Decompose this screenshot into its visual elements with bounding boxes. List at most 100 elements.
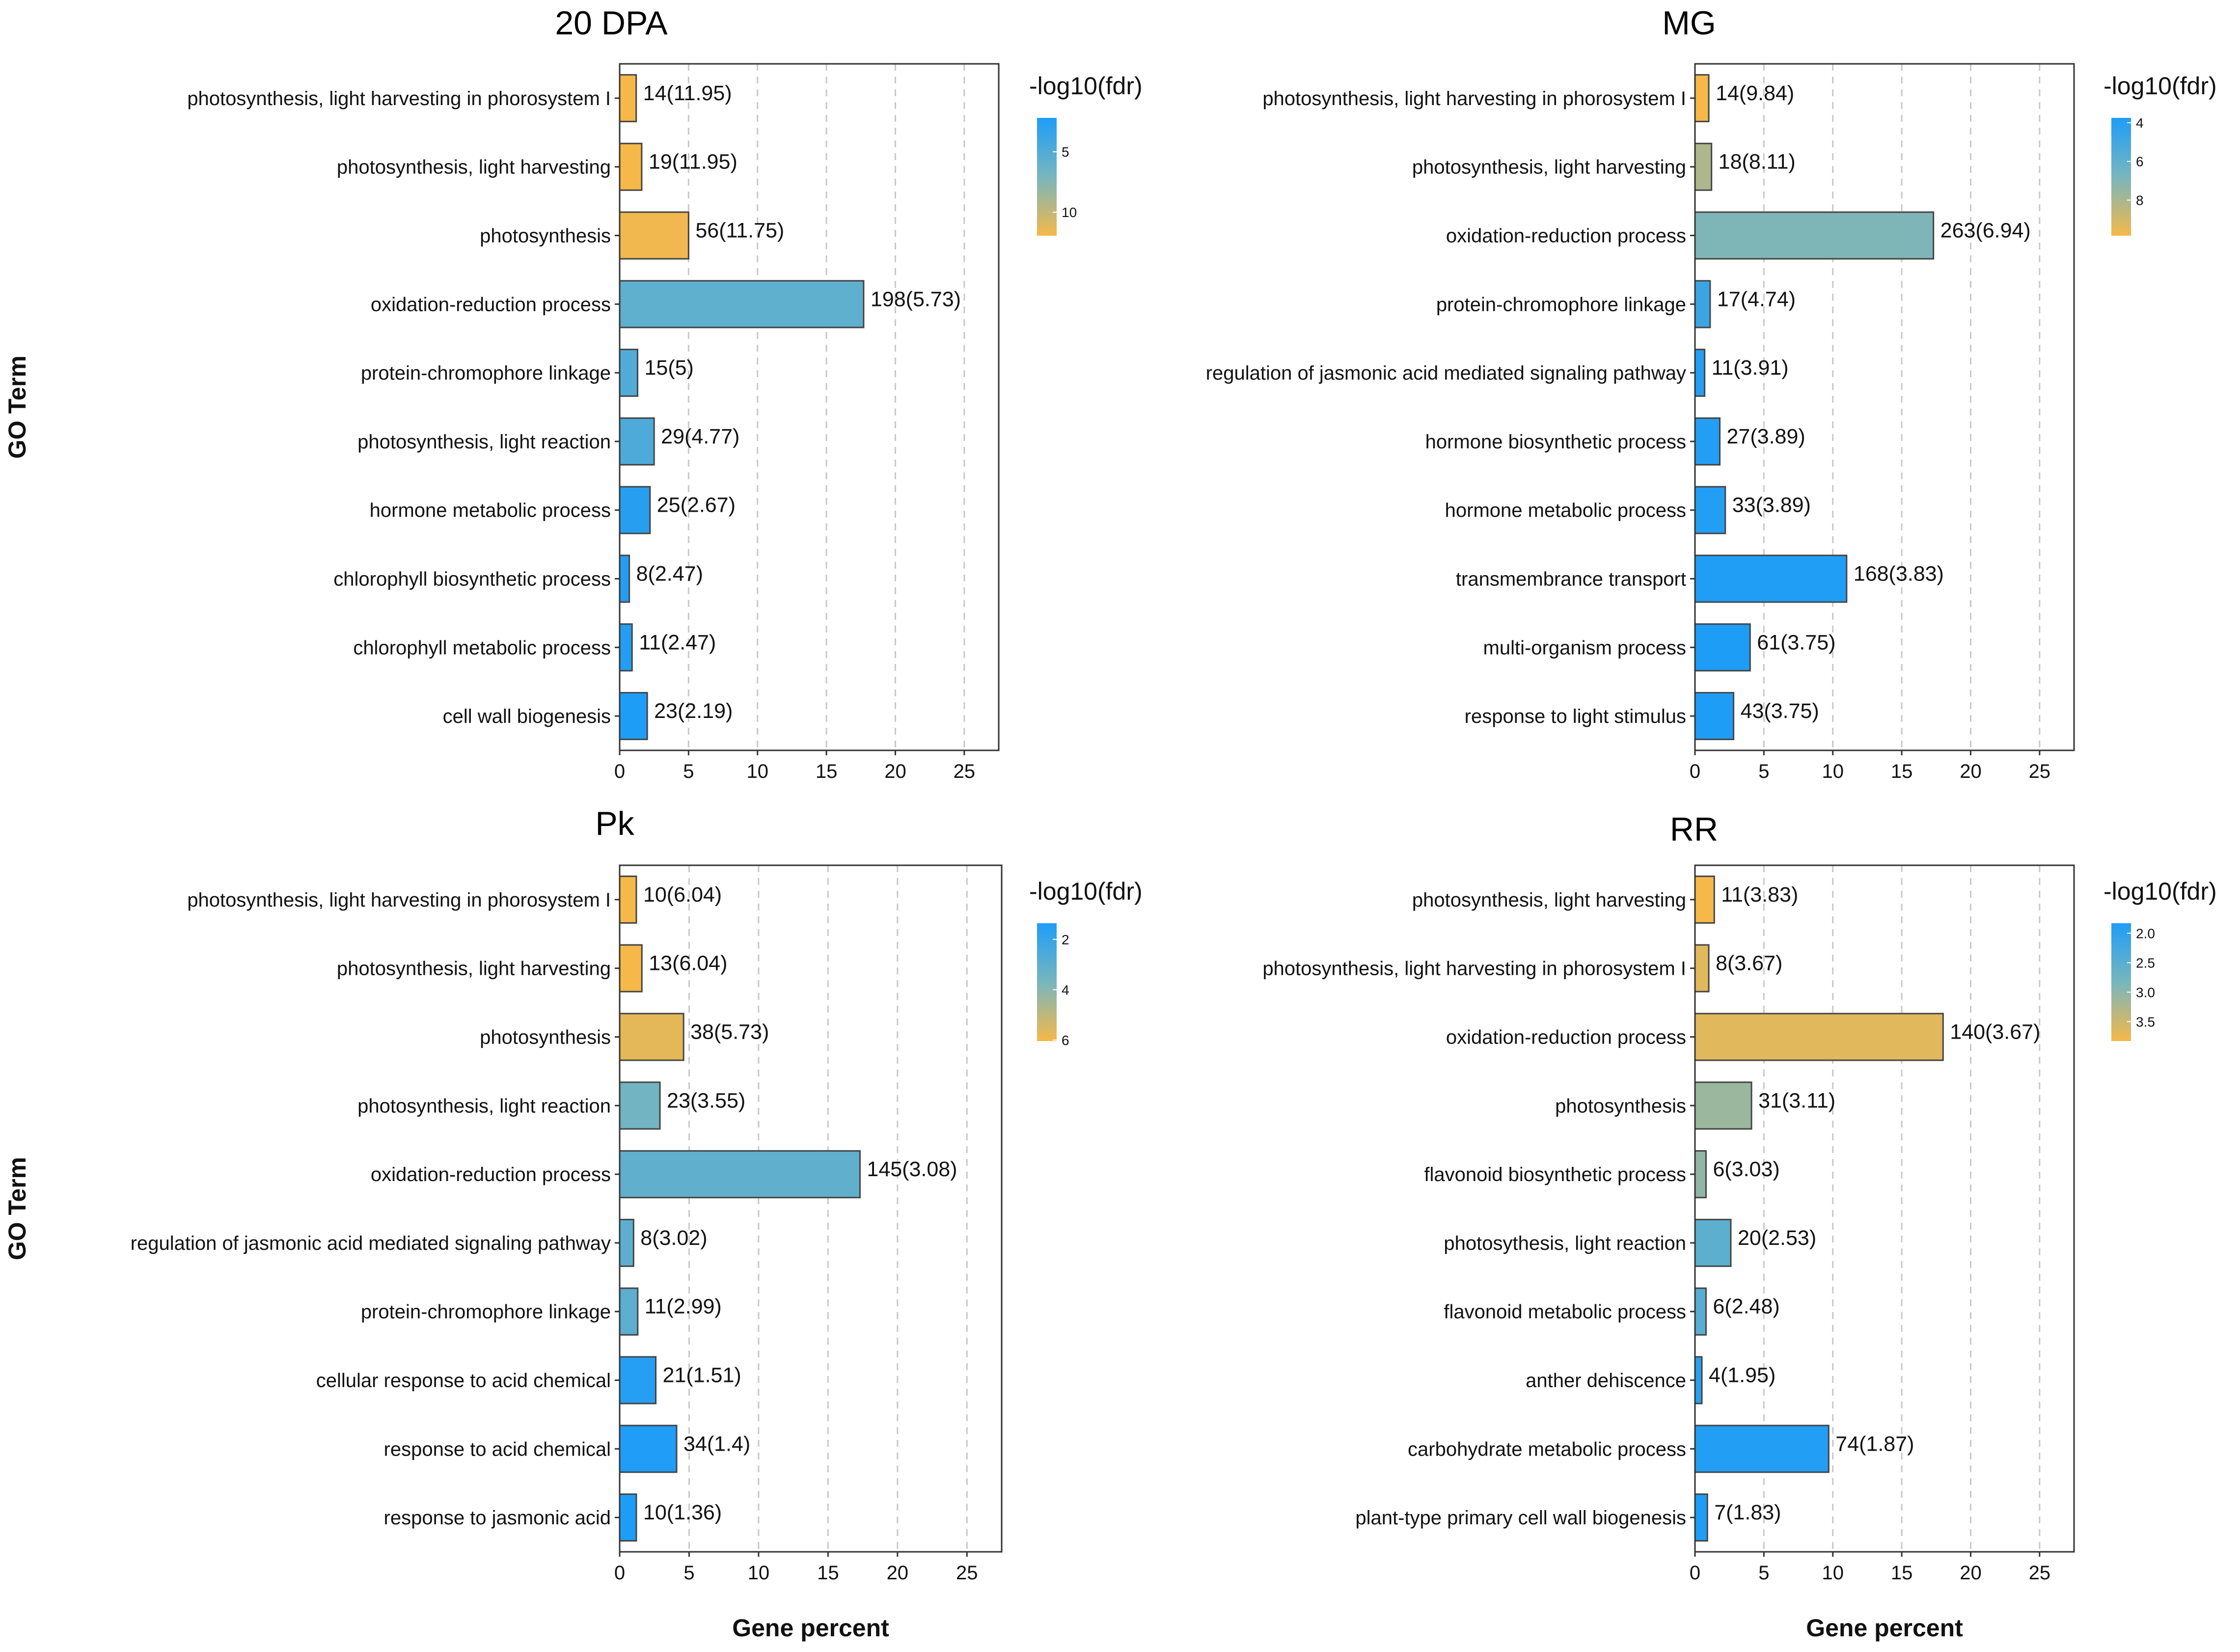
data-label: 11(3.83)	[1721, 883, 1798, 907]
x-tick-label: 15	[1891, 1562, 1913, 1584]
color-legend: -log10(fdr) 2.0 2.5 3.0 3.5	[2103, 878, 2217, 1041]
data-label: 33(3.89)	[1732, 494, 1811, 517]
x-tick-label: 20	[1960, 761, 1982, 782]
data-label: 34(1.4)	[683, 1432, 750, 1456]
x-tick-label: 10	[1822, 761, 1844, 782]
data-label: 20(2.53)	[1738, 1226, 1816, 1250]
category-label: hormone biosynthetic process	[1425, 431, 1686, 453]
x-tick-label: 0	[1690, 1562, 1700, 1584]
bar	[1694, 1493, 1708, 1542]
category-label: response to light stimulus	[1465, 706, 1686, 727]
color-legend: -log10(fdr) 2 4 6	[1029, 878, 1143, 1048]
legend-title: -log10(fdr)	[2103, 72, 2217, 100]
x-axis-title: Gene percent	[732, 1614, 889, 1642]
legend-title: -log10(fdr)	[2103, 878, 2217, 905]
category-label: regulation of jasmonic acid mediated sig…	[1206, 362, 1686, 384]
bar	[1694, 1150, 1707, 1199]
category-label: cell wall biogenesis	[443, 706, 611, 727]
legend-tick-label: 3.0	[2136, 985, 2155, 1000]
bar	[1694, 1218, 1732, 1267]
data-label: 11(3.91)	[1712, 356, 1789, 380]
bar	[1694, 875, 1715, 924]
category-label: oxidation-reduction process	[371, 1164, 611, 1185]
category-label: photosynthesis, light harvesting in phor…	[187, 88, 611, 110]
x-tick-label: 10	[748, 1562, 770, 1584]
category-label: photosynthesis	[480, 1027, 611, 1048]
y-axis-title: GO Term	[3, 1157, 31, 1260]
data-label: 61(3.75)	[1757, 631, 1835, 654]
category-label: photosynthesis, light harvesting	[1412, 889, 1686, 911]
category-label: photosynthesis	[480, 225, 611, 247]
data-label: 11(2.47)	[639, 631, 716, 654]
legend-colorbar	[1037, 118, 1057, 236]
legend-tick-label: 2.5	[2136, 955, 2155, 970]
x-tick-label: 10	[746, 761, 768, 782]
data-label: 25(2.67)	[657, 494, 736, 517]
bar	[619, 1150, 861, 1199]
bar	[1694, 1081, 1752, 1130]
panel-pk: Pk photosynthesis, light harvesting in ph…	[3, 805, 1143, 1642]
x-tick-label: 0	[614, 1562, 625, 1584]
bar	[619, 623, 633, 672]
bar	[619, 875, 637, 924]
bar	[619, 944, 643, 992]
bar	[619, 1425, 678, 1473]
legend-tick-label: 2.0	[2136, 926, 2155, 941]
category-label: photosynthesis, light harvesting in phor…	[1262, 958, 1686, 980]
bar	[619, 142, 643, 191]
category-label: photosynthesis, light harvesting in phor…	[1262, 88, 1686, 110]
bar	[619, 1287, 639, 1336]
data-label: 74(1.87)	[1835, 1432, 1914, 1456]
data-label: 11(2.99)	[645, 1295, 722, 1319]
x-tick-label: 15	[816, 761, 838, 782]
bar	[1694, 623, 1751, 672]
category-label: photosynthesis, light harvesting	[1412, 157, 1686, 178]
category-label: protein-chromophore linkage	[361, 362, 611, 384]
x-tick-label: 20	[887, 1562, 909, 1584]
data-label: 7(1.83)	[1714, 1501, 1781, 1524]
bar	[1694, 142, 1713, 191]
category-label: photosynthesis, light harvesting in phor…	[187, 889, 611, 911]
bar	[619, 1081, 661, 1130]
bar	[1694, 349, 1706, 397]
bar	[1694, 554, 1848, 603]
legend-colorbar	[2111, 923, 2131, 1041]
bar	[1694, 417, 1721, 466]
data-label: 10(6.04)	[643, 883, 722, 907]
category-label: flavonoid biosynthetic process	[1424, 1164, 1686, 1185]
data-label: 8(3.67)	[1716, 952, 1782, 975]
category-label: photosynthesis, light harvesting	[337, 157, 611, 178]
x-tick-label: 0	[1690, 761, 1700, 782]
bar	[619, 486, 651, 534]
category-label: photosythesis, light reaction	[1444, 1233, 1686, 1254]
x-tick-label: 5	[683, 1562, 694, 1584]
data-label: 145(3.08)	[867, 1157, 957, 1181]
legend-title: -log10(fdr)	[1029, 878, 1143, 905]
legend-tick-label: 10	[1062, 205, 1077, 220]
x-tick-label: 10	[1822, 1562, 1844, 1584]
category-label: response to jasmonic acid	[384, 1507, 611, 1529]
legend-tick-label: 2	[1062, 932, 1069, 947]
data-label: 8(2.47)	[636, 562, 703, 586]
panel-title: MG	[1662, 4, 1716, 42]
category-label: photosynthesis, light harvesting	[337, 958, 611, 980]
data-label: 43(3.75)	[1741, 699, 1819, 723]
data-label: 14(11.95)	[643, 82, 732, 105]
bar	[619, 211, 689, 260]
data-label: 6(2.48)	[1713, 1295, 1779, 1319]
bar	[619, 1013, 684, 1061]
category-label: transmembrance transport	[1456, 569, 1686, 590]
category-label: oxidation-reduction process	[371, 294, 611, 315]
data-label: 38(5.73)	[690, 1020, 769, 1044]
category-label: chlorophyll metabolic process	[353, 637, 611, 659]
x-tick-label: 15	[817, 1562, 839, 1584]
plot-area	[1694, 864, 2075, 1553]
plot-area	[619, 864, 1003, 1553]
legend-tick-label: 8	[2136, 193, 2144, 208]
x-tick-label: 5	[1758, 1562, 1769, 1584]
data-label: 13(6.04)	[649, 952, 727, 975]
legend-tick-label: 4	[1062, 982, 1069, 997]
category-label: flavonoid metabolic process	[1444, 1301, 1686, 1323]
data-label: 31(3.11)	[1758, 1089, 1835, 1112]
